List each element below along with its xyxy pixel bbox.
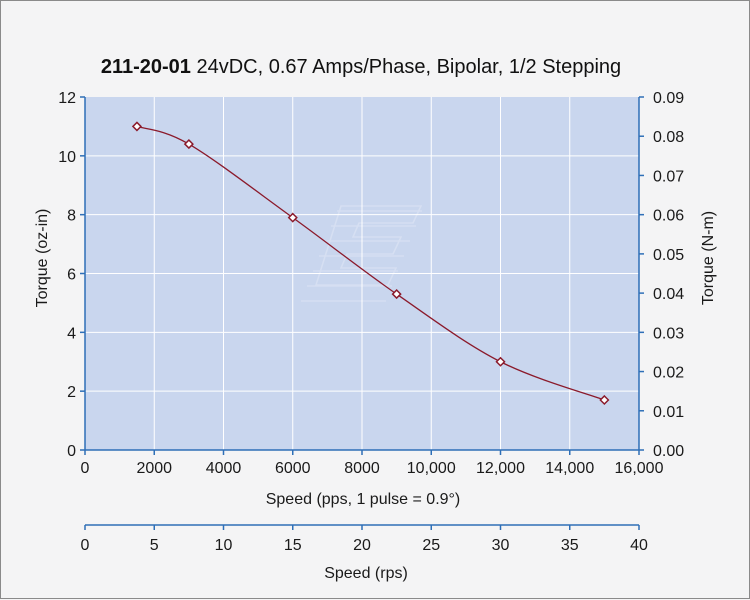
x2-tick-label: 30 — [492, 537, 510, 554]
x-tick-label: 10,000 — [407, 460, 456, 477]
y2-tick-label: 0.03 — [653, 325, 684, 342]
x2-tick-label: 35 — [561, 537, 579, 554]
x2-tick-label: 20 — [353, 537, 371, 554]
y-tick-label: 0 — [67, 443, 76, 460]
x2-tick-label: 40 — [630, 537, 648, 554]
y-tick-label: 12 — [58, 90, 76, 107]
x2-axis-title: Speed (rps) — [324, 565, 408, 582]
y-tick-label: 8 — [67, 208, 76, 225]
x-tick-label: 8000 — [344, 460, 380, 477]
chart-title: 211-20-01 24vDC, 0.67 Amps/Phase, Bipola… — [101, 56, 621, 78]
x-tick-label: 4000 — [206, 460, 242, 477]
y-tick-label: 6 — [67, 267, 76, 284]
y2-tick-label: 0.00 — [653, 443, 684, 460]
y-tick-label: 4 — [67, 325, 76, 342]
y2-tick-label: 0.02 — [653, 365, 684, 382]
x2-tick-label: 25 — [422, 537, 440, 554]
data-point — [391, 289, 402, 300]
x-tick-label: 12,000 — [476, 460, 525, 477]
x-tick-label: 2000 — [136, 460, 172, 477]
logo-shape — [314, 205, 423, 286]
data-point — [131, 121, 142, 132]
logo-mark — [301, 205, 423, 302]
y2-tick-label: 0.07 — [653, 168, 684, 185]
y-tick-label: 2 — [67, 384, 76, 401]
x2-tick-label: 5 — [150, 537, 159, 554]
x-axis-title: Speed (pps, 1 pulse = 0.9°) — [266, 491, 461, 508]
y-tick-label: 10 — [58, 149, 76, 166]
x-tick-label: 16,000 — [615, 460, 664, 477]
x2-tick-label: 15 — [284, 537, 302, 554]
data-point — [599, 394, 610, 406]
x-tick-label: 0 — [81, 460, 90, 477]
y2-tick-label: 0.01 — [653, 404, 684, 421]
y2-axis-title: Torque (N-m) — [700, 211, 717, 305]
x2-tick-label: 10 — [215, 537, 233, 554]
y2-tick-label: 0.09 — [653, 90, 684, 107]
y2-tick-label: 0.05 — [653, 247, 684, 264]
x2-tick-label: 0 — [81, 537, 90, 554]
x-tick-label: 6000 — [275, 460, 311, 477]
y2-tick-label: 0.04 — [653, 286, 684, 303]
data-point — [287, 212, 298, 223]
y-axis-title: Torque (oz-in) — [34, 209, 51, 308]
data-point — [495, 356, 506, 367]
data-point — [183, 139, 194, 150]
logo-watermark — [301, 205, 423, 302]
chart-title-specs: 24vDC, 0.67 Amps/Phase, Bipolar, 1/2 Ste… — [191, 56, 621, 78]
x-tick-label: 14,000 — [545, 460, 594, 477]
chart-title-model: 211-20-01 — [101, 56, 191, 78]
y2-tick-label: 0.08 — [653, 129, 684, 146]
y2-tick-label: 0.06 — [653, 208, 684, 225]
